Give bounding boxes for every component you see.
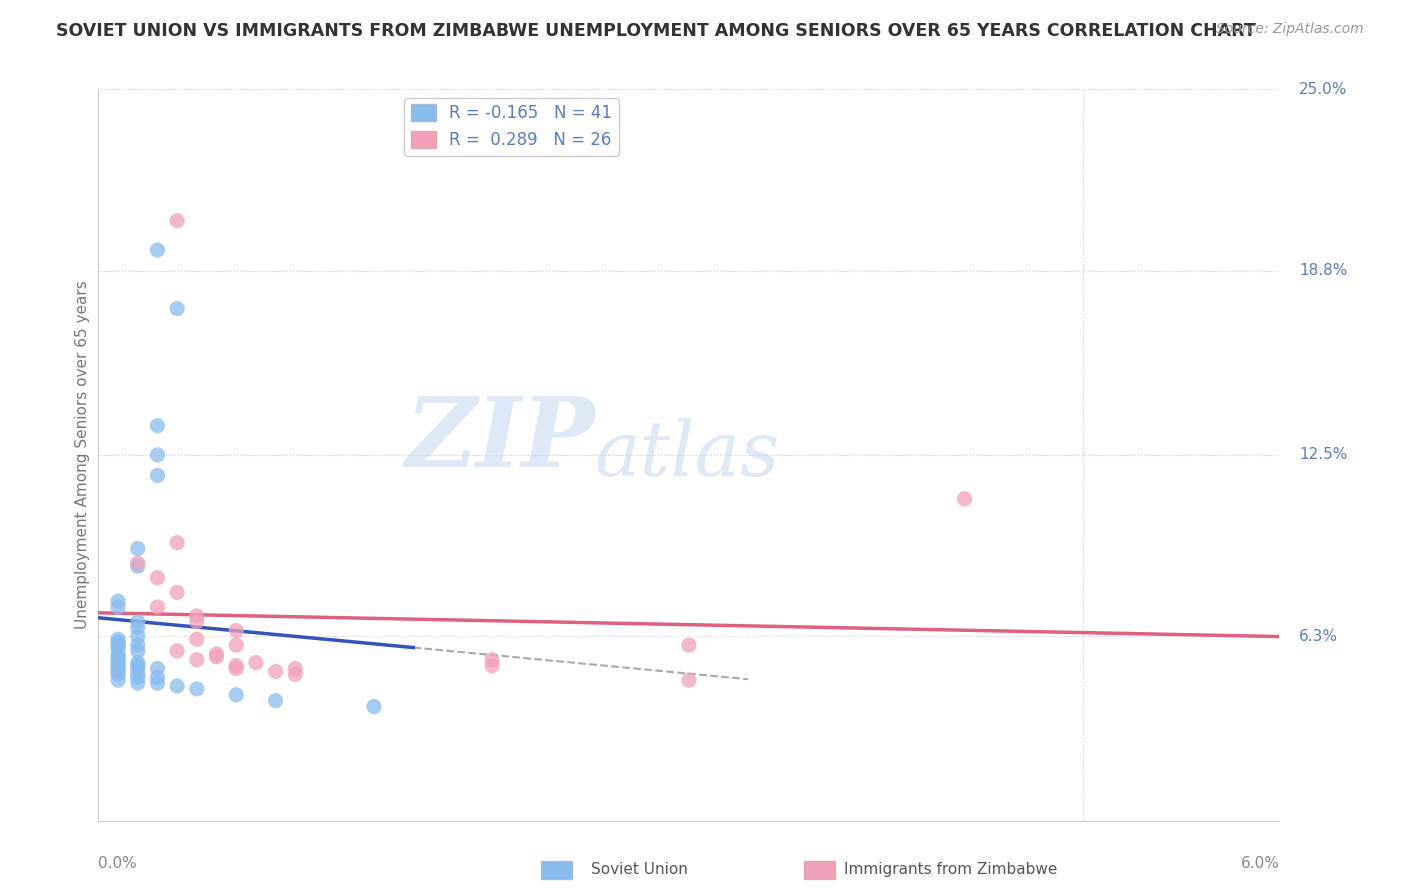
Point [127, 615, 149, 629]
Point [127, 656, 149, 670]
Point [107, 632, 129, 647]
Point [225, 658, 247, 673]
Point [225, 638, 247, 652]
Point [205, 647, 228, 661]
Point [127, 629, 149, 643]
Point [186, 681, 208, 696]
Point [146, 468, 169, 483]
Point [166, 585, 188, 599]
Point [107, 649, 129, 664]
Text: SOVIET UNION VS IMMIGRANTS FROM ZIMBABWE UNEMPLOYMENT AMONG SENIORS OVER 65 YEAR: SOVIET UNION VS IMMIGRANTS FROM ZIMBABWE… [56, 22, 1256, 40]
Text: 18.8%: 18.8% [1299, 263, 1347, 278]
Y-axis label: Unemployment Among Seniors over 65 years: Unemployment Among Seniors over 65 years [75, 281, 90, 629]
Point [107, 638, 129, 652]
Point [166, 214, 188, 228]
Point [127, 658, 149, 673]
Point [166, 535, 188, 549]
Point [186, 608, 208, 623]
Point [127, 559, 149, 574]
Point [678, 673, 700, 688]
Text: 6.0%: 6.0% [1240, 855, 1279, 871]
Point [225, 624, 247, 638]
Point [127, 644, 149, 658]
Text: Source: ZipAtlas.com: Source: ZipAtlas.com [1216, 22, 1364, 37]
Point [284, 661, 307, 675]
Text: 25.0%: 25.0% [1299, 82, 1347, 96]
Point [107, 673, 129, 688]
Point [146, 243, 169, 257]
Point [186, 653, 208, 667]
Point [107, 640, 129, 655]
Point [146, 670, 169, 684]
Point [127, 676, 149, 690]
Point [363, 699, 385, 714]
Point [107, 635, 129, 649]
Point [107, 658, 129, 673]
Point [107, 594, 129, 608]
Point [481, 653, 503, 667]
Point [166, 301, 188, 316]
Point [127, 621, 149, 635]
Point [107, 667, 129, 681]
Text: 0.0%: 0.0% [98, 855, 138, 871]
Text: 12.5%: 12.5% [1299, 448, 1347, 462]
Point [107, 653, 129, 667]
Point [146, 600, 169, 615]
Point [186, 632, 208, 647]
Point [107, 661, 129, 675]
Point [146, 448, 169, 462]
Point [225, 661, 247, 675]
Point [166, 644, 188, 658]
Point [146, 676, 169, 690]
Point [953, 491, 976, 506]
Point [146, 418, 169, 433]
Point [146, 661, 169, 675]
Text: ZIP: ZIP [405, 393, 595, 487]
Point [127, 638, 149, 652]
Point [127, 670, 149, 684]
Point [127, 661, 149, 675]
Point [264, 694, 287, 708]
Point [127, 556, 149, 570]
Point [225, 688, 247, 702]
Point [186, 615, 208, 629]
Point [107, 665, 129, 679]
Text: 6.3%: 6.3% [1299, 629, 1339, 644]
Legend: R = -0.165   N = 41, R =  0.289   N = 26: R = -0.165 N = 41, R = 0.289 N = 26 [405, 97, 619, 155]
Point [678, 638, 700, 652]
Text: Immigrants from Zimbabwe: Immigrants from Zimbabwe [844, 863, 1057, 877]
Point [127, 667, 149, 681]
Point [127, 541, 149, 556]
Point [107, 600, 129, 615]
Text: Soviet Union: Soviet Union [591, 863, 688, 877]
Point [107, 656, 129, 670]
Point [284, 667, 307, 681]
Point [264, 665, 287, 679]
Point [166, 679, 188, 693]
Point [146, 571, 169, 585]
Point [107, 647, 129, 661]
Point [205, 649, 228, 664]
Point [245, 656, 267, 670]
Point [481, 658, 503, 673]
Text: atlas: atlas [595, 418, 780, 491]
